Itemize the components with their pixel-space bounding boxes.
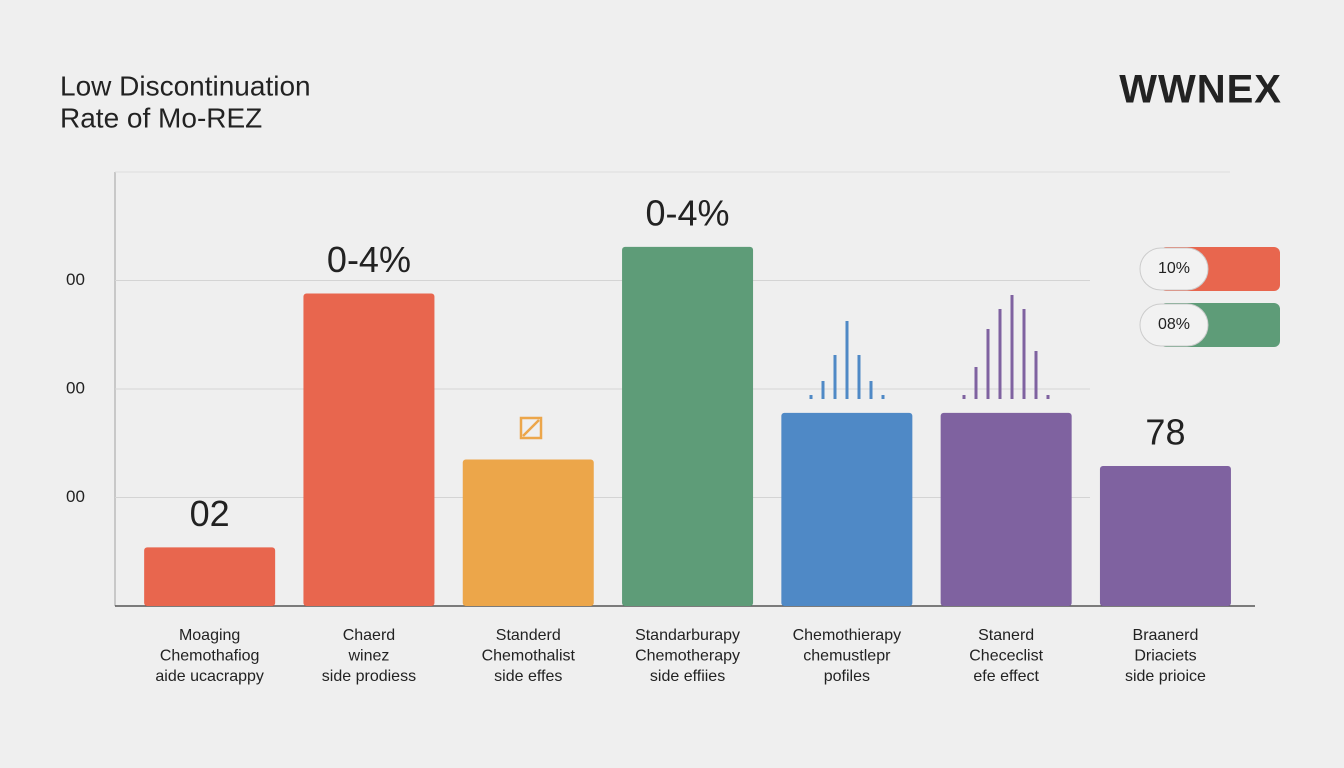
chart-title: Rate of Mo-REZ (60, 102, 262, 133)
y-tick-label: 00 (66, 270, 85, 289)
x-tick-label: side prodiess (322, 668, 416, 685)
bar (462, 459, 594, 606)
y-tick-label: 00 (66, 487, 85, 506)
x-tick-label: Chececlist (969, 648, 1043, 665)
bar (144, 547, 276, 606)
icon (519, 416, 543, 440)
bar (940, 412, 1072, 606)
x-tick-label: chemustlepr (803, 648, 891, 665)
x-tick-label: Chemotherapy (635, 648, 740, 665)
legend-label: 08% (1158, 316, 1190, 333)
x-tick-label: Chemothalist (482, 648, 576, 665)
chart-title: Low Discontinuation (60, 70, 311, 101)
x-tick-label: Chemothafiog (160, 648, 260, 665)
x-tick-label: Braanerd (1133, 627, 1199, 644)
x-tick-label: Moaging (179, 627, 240, 644)
x-tick-label: Standerd (496, 627, 561, 644)
x-tick-label: Chaerd (343, 627, 395, 644)
bar-label: 0-4% (646, 192, 730, 233)
x-tick-label: Driaciets (1134, 648, 1196, 665)
x-tick-label: winez (347, 648, 389, 665)
x-tick-label: side prioice (1125, 668, 1206, 685)
legend-pill (1139, 303, 1209, 347)
legend-label: 10% (1158, 260, 1190, 277)
bar (622, 246, 754, 607)
bar-label: 02 (190, 493, 230, 534)
x-tick-label: side effiies (650, 668, 725, 685)
x-tick-label: side effes (494, 668, 562, 685)
brand: WWNEX (1119, 68, 1282, 112)
x-tick-label: Chemothierapy (793, 627, 902, 644)
x-tick-label: efe effect (973, 668, 1039, 685)
icon (522, 419, 540, 437)
y-tick-label: 00 (66, 378, 85, 397)
x-tick-label: Standarburapy (635, 627, 740, 644)
bar (1099, 466, 1231, 606)
x-tick-label: aide ucacrappy (155, 668, 264, 685)
bar (781, 412, 913, 606)
x-tick-label: pofiles (824, 668, 870, 685)
bar-label: 0-4% (327, 239, 411, 280)
bar-label: 78 (1145, 412, 1185, 453)
legend-pill (1139, 247, 1209, 291)
bar (303, 293, 435, 606)
x-tick-label: Stanerd (978, 627, 1034, 644)
